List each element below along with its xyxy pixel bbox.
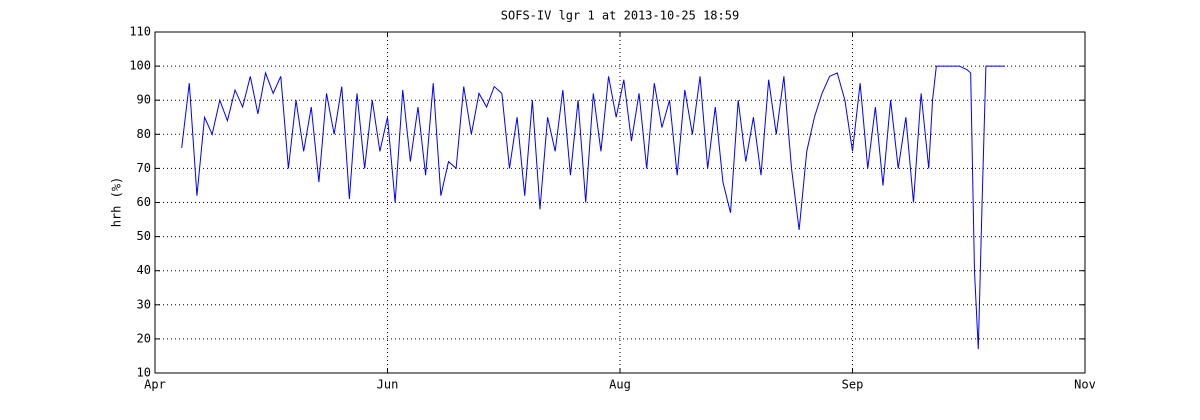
y-tick-label: 10 — [137, 366, 151, 380]
x-tick-label: Apr — [144, 378, 166, 392]
x-tick-label: Sep — [842, 378, 864, 392]
y-tick-label: 60 — [137, 195, 151, 209]
x-tick-label: Nov — [1074, 378, 1096, 392]
chart-title: SOFS-IV lgr 1 at 2013-10-25 18:59 — [501, 9, 739, 23]
y-tick-label: 70 — [137, 161, 151, 175]
y-tick-label: 90 — [137, 93, 151, 107]
data-line — [181, 65, 1005, 350]
y-tick-label: 80 — [137, 127, 151, 141]
y-tick-label: 20 — [137, 331, 151, 345]
y-tick-label: 50 — [137, 229, 151, 243]
x-tick-label: Jun — [377, 378, 399, 392]
y-axis-label: hrh (%) — [110, 177, 124, 228]
y-tick-label: 40 — [137, 263, 151, 277]
plot-frame — [154, 31, 1086, 374]
y-tick-label: 100 — [129, 59, 151, 73]
x-tick-label: Aug — [609, 378, 631, 392]
y-tick-label: 110 — [129, 25, 151, 39]
y-tick-label: 30 — [137, 297, 151, 311]
